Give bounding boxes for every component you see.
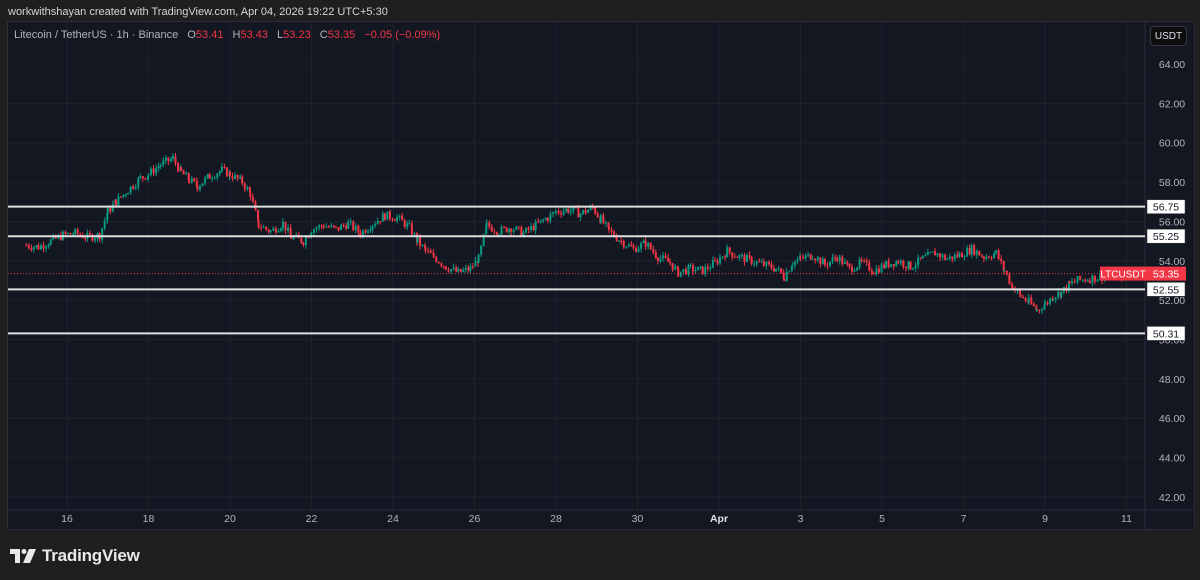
x-tick-label: 20 [224,513,236,525]
high-label: H [232,29,241,41]
x-tick-label: 26 [469,513,481,525]
open-value: 53.41 [195,29,224,41]
grid [8,22,1145,510]
y-tick-label: 56.00 [1159,216,1185,228]
high-value: 53.43 [240,29,268,41]
level-price-value: 56.75 [1153,202,1179,214]
x-tick-label: Apr [710,513,728,525]
x-tick-label: 28 [550,513,562,525]
close-label: C [319,29,328,41]
brand-name: TradingView [42,546,140,565]
y-tick-label: 44.00 [1159,453,1185,465]
y-tick-label: 52.00 [1159,295,1185,307]
x-tick-label: 22 [306,513,318,525]
x-tick-label: 18 [143,513,155,525]
x-tick-label: 16 [61,513,73,525]
x-tick-label: 7 [961,513,967,525]
y-tick-label: 48.00 [1159,374,1185,386]
symbol-legend: Litecoin / TetherUS · 1h · Binance O53.4… [14,29,440,41]
symbol-price-tag [1100,266,1146,281]
y-tick-label: 64.00 [1159,59,1185,71]
x-tick-label: 9 [1042,513,1048,525]
y-tick-label: 42.00 [1159,492,1185,504]
level-price-badge [1146,282,1186,297]
chart-credit: workwithshayan created with TradingView.… [8,6,388,18]
currency-unit-button[interactable]: USDT [1150,26,1187,46]
x-tick-label: 5 [879,513,885,525]
y-tick-label: 58.00 [1159,177,1185,189]
y-tick-label: 46.00 [1159,413,1185,425]
level-price-badge [1146,326,1186,341]
level-price-value: 55.25 [1153,231,1179,243]
symbol-title[interactable]: Litecoin / TetherUS · 1h · Binance [14,29,179,41]
tradingview-logo-icon [10,549,36,563]
level-price-badge [1146,228,1186,244]
x-tick-label: 3 [798,513,804,525]
x-tick-label: 30 [632,513,644,525]
y-tick-label: 62.00 [1159,98,1185,110]
chart-pane[interactable] [7,21,1195,530]
level-price-value: 52.55 [1153,284,1179,296]
close-value: 53.35 [327,29,356,41]
symbol-tag-label: LTCUSDT [1100,270,1145,281]
y-tick-label: 60.00 [1159,138,1185,150]
current-price-value: 53.35 [1153,269,1179,281]
x-tick-label: 11 [1121,513,1132,525]
low-value: 53.23 [283,29,311,41]
current-price-badge [1146,266,1186,281]
open-label: O [187,29,196,41]
level-price-value: 50.31 [1153,328,1179,340]
y-tick-label: 54.00 [1159,256,1185,268]
x-tick-label: 24 [387,513,399,525]
tradingview-logo[interactable]: TradingView [10,546,140,566]
level-price-badge [1146,199,1186,214]
low-label: L [277,29,284,41]
candles [25,152,1150,314]
change-value: −0.05 (−0.09%) [364,29,441,41]
